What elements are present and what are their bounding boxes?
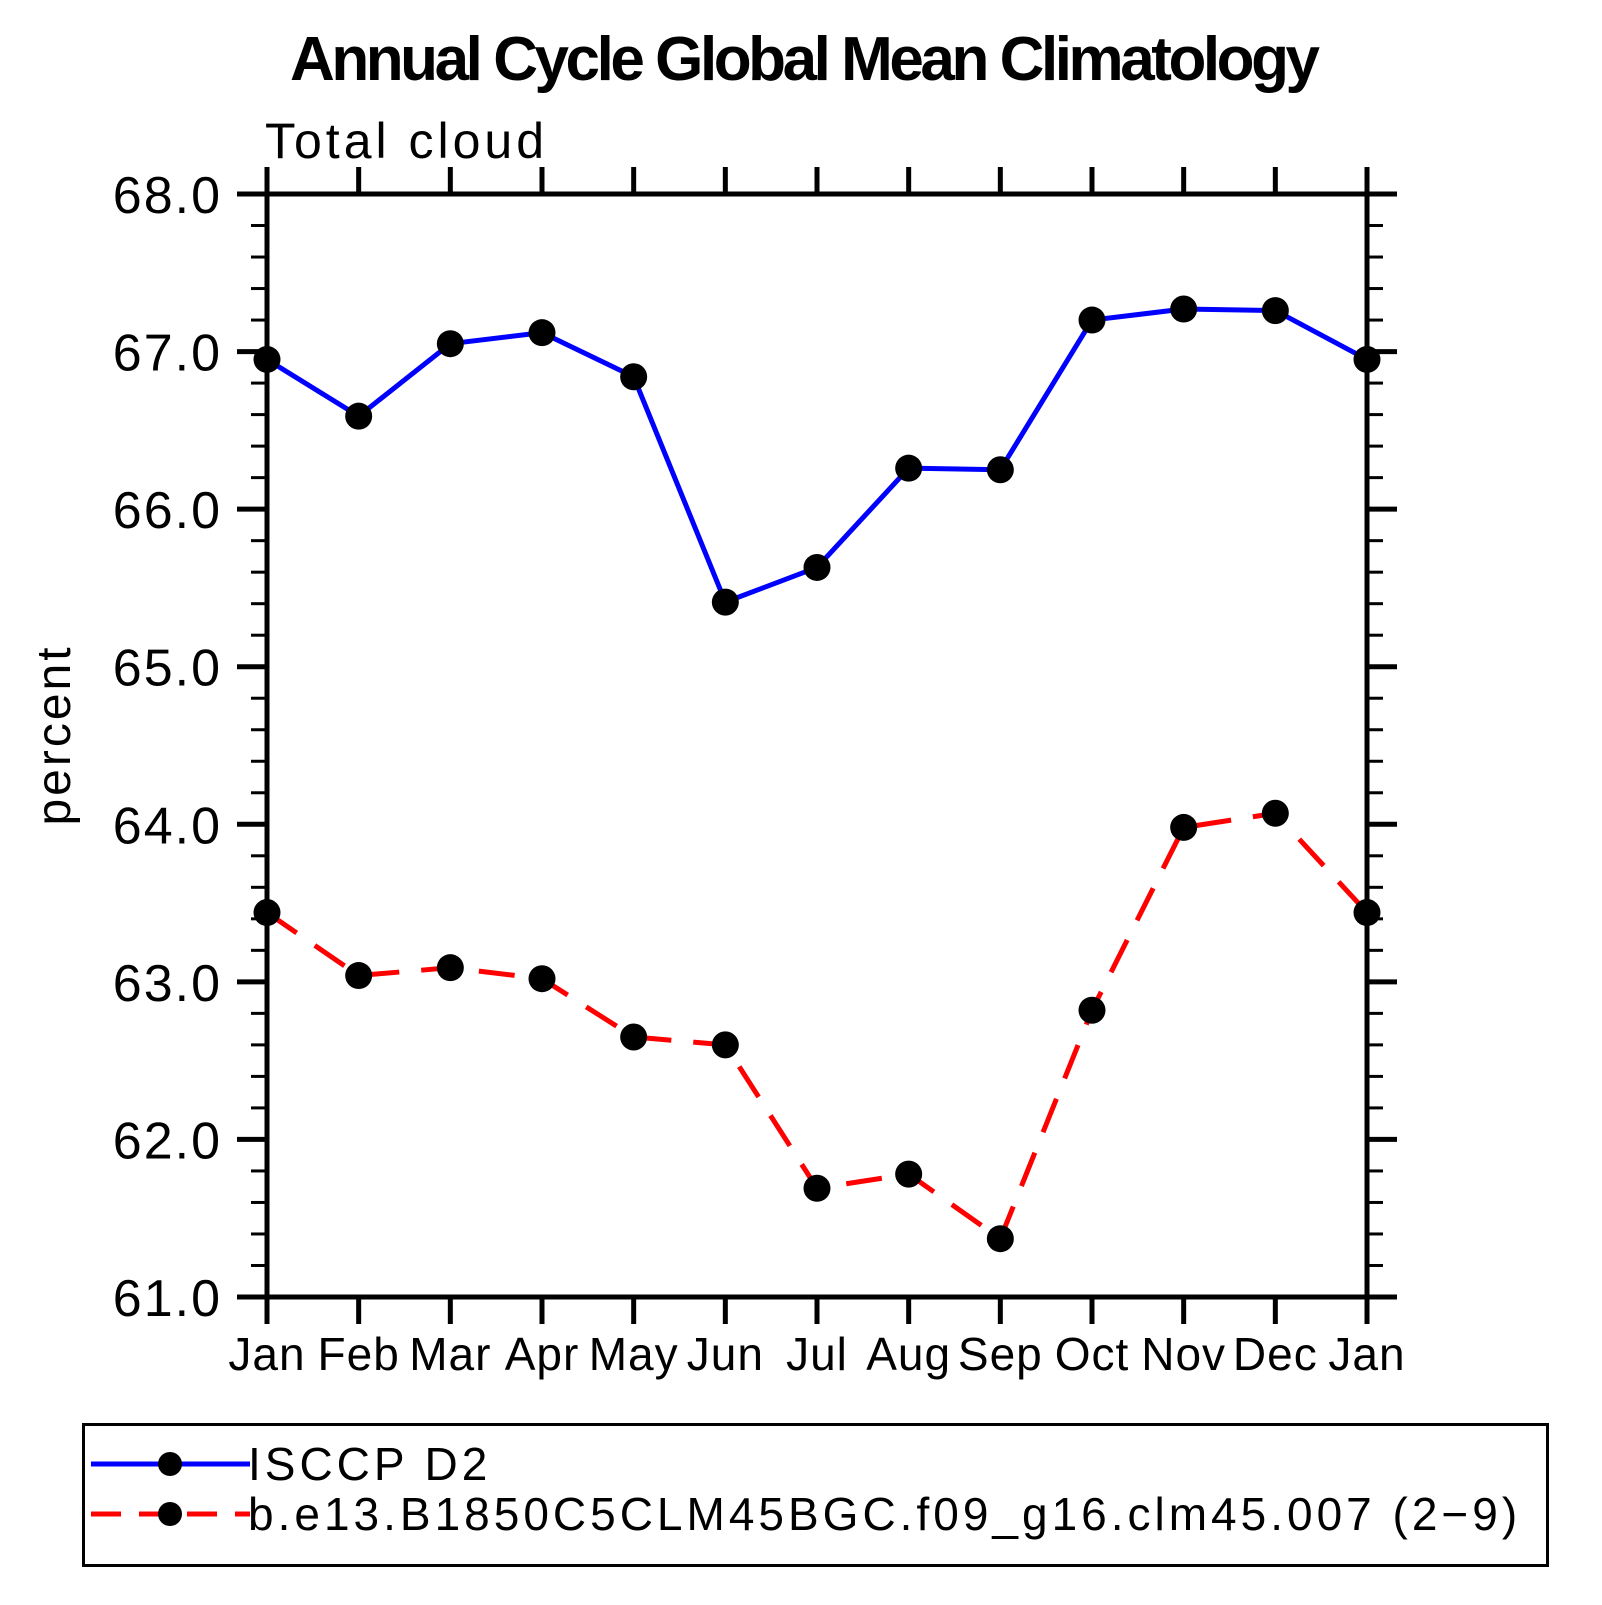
legend-entry-model: b.e13.B1850C5CLM45BGC.f09_g16.clm45.007 … [85, 1488, 1546, 1540]
x-tick-label: Jan [228, 1328, 305, 1380]
x-tick-label: Dec [1233, 1328, 1318, 1380]
y-tick-label: 68.0 [113, 167, 222, 225]
data-point-marker [528, 319, 556, 347]
data-point-marker [528, 965, 556, 993]
data-point-marker [253, 345, 281, 373]
data-point-marker [1170, 813, 1198, 841]
y-tick-label: 64.0 [113, 797, 222, 855]
data-point-marker [711, 588, 739, 616]
chart-title: Annual Cycle Global Mean Climatology [290, 25, 1321, 94]
legend-label-model: b.e13.B1850C5CLM45BGC.f09_g16.clm45.007 … [248, 1488, 1522, 1540]
plot-frame [264, 191, 1370, 1300]
data-point-marker [345, 962, 373, 990]
data-point-marker [1353, 899, 1381, 927]
x-tick-label: Mar [409, 1328, 491, 1380]
legend-line-sample-dashed [91, 1502, 250, 1526]
data-point-marker [711, 1031, 739, 1059]
y-tick-label: 62.0 [113, 1112, 222, 1170]
x-tick-label: Nov [1141, 1328, 1226, 1380]
legend-marker-dot [158, 1452, 182, 1476]
legend-entry-isccp: ISCCP D2 [85, 1438, 1546, 1490]
chart-subtitle: Total cloud [265, 113, 548, 169]
data-point-marker [803, 553, 831, 581]
x-tick-label: May [589, 1328, 679, 1380]
data-point-marker [1170, 295, 1198, 323]
y-tick-label: 66.0 [113, 482, 222, 540]
legend-box: ISCCP D2 b.e13.B1850C5CLM45BGC.f09_g16.c… [82, 1423, 1549, 1567]
x-tick-label: Jul [786, 1328, 848, 1380]
data-point-marker [620, 363, 648, 391]
data-point-marker [895, 454, 923, 482]
data-point-marker [1261, 297, 1289, 325]
data-point-marker [436, 954, 464, 982]
data-point-marker [986, 1225, 1014, 1253]
x-tick-label: Jun [687, 1328, 764, 1380]
x-tick-label: Aug [866, 1328, 951, 1380]
legend-label-isccp: ISCCP D2 [248, 1438, 492, 1490]
data-point-marker [436, 330, 464, 358]
legend-marker-dot [158, 1502, 182, 1526]
data-point-marker [1261, 799, 1289, 827]
data-point-marker [1353, 345, 1381, 373]
data-point-marker [895, 1160, 923, 1188]
y-axis-label: percent [28, 644, 81, 825]
legend-line-sample-solid [91, 1452, 250, 1476]
data-point-marker [803, 1174, 831, 1202]
x-tick-label: Feb [318, 1328, 400, 1380]
data-point-marker [986, 456, 1014, 484]
x-tick-label: Sep [958, 1328, 1043, 1380]
x-tick-label: Oct [1055, 1328, 1130, 1380]
x-tick-label: Apr [505, 1328, 580, 1380]
y-tick-label: 67.0 [113, 325, 222, 383]
data-point-marker [620, 1023, 648, 1051]
data-point-marker [1078, 306, 1106, 334]
y-tick-label: 61.0 [113, 1270, 222, 1328]
data-point-marker [253, 899, 281, 927]
data-point-marker [1078, 996, 1106, 1024]
y-tick-label: 65.0 [113, 640, 222, 698]
y-tick-label: 63.0 [113, 955, 222, 1013]
x-tick-label: Jan [1328, 1328, 1405, 1380]
data-point-marker [345, 402, 373, 430]
